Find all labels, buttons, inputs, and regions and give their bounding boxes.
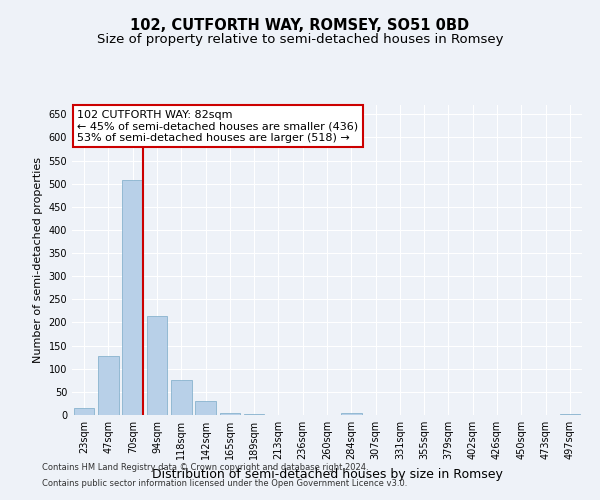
Text: 102, CUTFORTH WAY, ROMSEY, SO51 0BD: 102, CUTFORTH WAY, ROMSEY, SO51 0BD <box>130 18 470 32</box>
Bar <box>195 401 216 415</box>
Bar <box>74 408 94 415</box>
Bar <box>122 180 143 415</box>
Text: Contains public sector information licensed under the Open Government Licence v3: Contains public sector information licen… <box>42 478 407 488</box>
Bar <box>341 413 362 415</box>
Text: 102 CUTFORTH WAY: 82sqm
← 45% of semi-detached houses are smaller (436)
53% of s: 102 CUTFORTH WAY: 82sqm ← 45% of semi-de… <box>77 110 358 143</box>
Bar <box>560 414 580 415</box>
Bar <box>146 316 167 415</box>
Y-axis label: Number of semi-detached properties: Number of semi-detached properties <box>33 157 43 363</box>
Bar <box>244 414 265 415</box>
Text: Contains HM Land Registry data © Crown copyright and database right 2024.: Contains HM Land Registry data © Crown c… <box>42 464 368 472</box>
X-axis label: Distribution of semi-detached houses by size in Romsey: Distribution of semi-detached houses by … <box>152 468 502 480</box>
Bar <box>220 412 240 415</box>
Text: Size of property relative to semi-detached houses in Romsey: Size of property relative to semi-detach… <box>97 32 503 46</box>
Bar <box>171 380 191 415</box>
Bar <box>98 356 119 415</box>
